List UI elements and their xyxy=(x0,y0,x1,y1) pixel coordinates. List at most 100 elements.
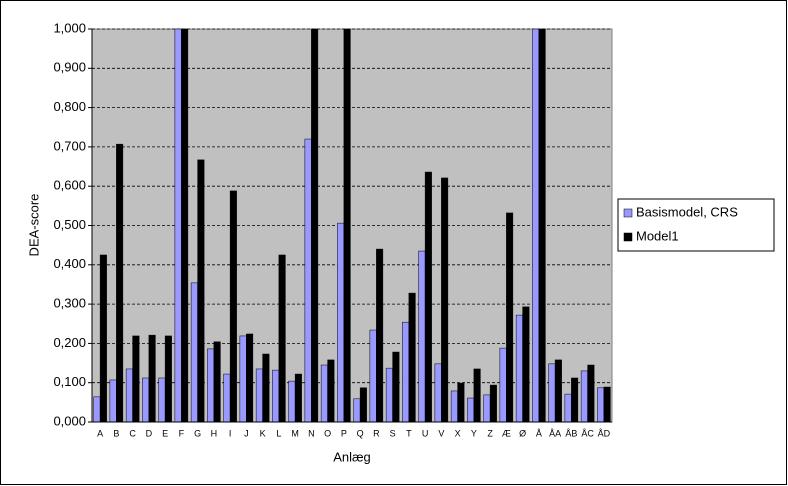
y-tick-label: 0,300 xyxy=(53,296,86,311)
x-tick-label: T xyxy=(406,428,412,438)
y-tick-label: 0,800 xyxy=(53,99,86,114)
x-tick-label: D xyxy=(146,428,153,438)
x-tick-label: ÅA xyxy=(549,428,561,438)
x-tick-label: ÅC xyxy=(581,428,594,438)
bar xyxy=(538,28,546,423)
y-axis-title: DEA-score xyxy=(26,194,41,257)
y-tick-label: 0,000 xyxy=(53,413,86,428)
x-tick-label: A xyxy=(97,428,103,438)
y-tick-label: 0,400 xyxy=(53,256,86,271)
bar xyxy=(164,335,172,423)
bar xyxy=(424,171,432,423)
bar xyxy=(99,254,107,423)
bar xyxy=(554,359,562,423)
bar xyxy=(457,382,465,423)
x-tick-label: ÅD xyxy=(598,428,611,438)
x-tick-label: I xyxy=(229,428,232,438)
bar xyxy=(181,28,189,423)
bar xyxy=(158,377,166,423)
x-tick-label: V xyxy=(438,428,444,438)
bar xyxy=(255,368,263,423)
bar xyxy=(343,28,351,423)
bar xyxy=(125,368,133,423)
bar xyxy=(223,373,231,423)
bar xyxy=(603,386,611,423)
bar xyxy=(288,380,296,423)
bar xyxy=(213,341,221,423)
x-tick-label: F xyxy=(179,428,185,438)
bar xyxy=(148,334,156,423)
bar xyxy=(359,387,367,423)
bar xyxy=(499,347,507,423)
bar xyxy=(174,28,182,423)
bar xyxy=(278,254,286,423)
x-tick-label: B xyxy=(113,428,119,438)
bar xyxy=(392,351,400,423)
y-tick-label: 0,600 xyxy=(53,178,86,193)
y-tick-label: 0,200 xyxy=(53,335,86,350)
bar xyxy=(353,398,361,423)
x-tick-label: P xyxy=(341,428,347,438)
y-tick-label: 0,900 xyxy=(53,60,86,75)
x-tick-label: E xyxy=(162,428,168,438)
bar xyxy=(197,159,205,423)
bar xyxy=(132,335,140,423)
y-tick-label: 0,100 xyxy=(53,374,86,389)
bar xyxy=(522,306,530,423)
bar xyxy=(564,393,572,423)
bar xyxy=(483,394,491,423)
bar xyxy=(408,292,416,423)
bar xyxy=(385,367,393,423)
bar xyxy=(294,373,302,423)
x-tick-label: J xyxy=(244,428,249,438)
bar xyxy=(548,363,556,423)
x-tick-label: K xyxy=(260,428,266,438)
bar xyxy=(376,248,384,423)
bar xyxy=(311,28,319,423)
bar xyxy=(597,387,605,423)
bar xyxy=(207,348,215,423)
bar xyxy=(239,335,247,423)
y-tick-label: 0,500 xyxy=(53,217,86,232)
x-tick-label: Æ xyxy=(502,428,511,438)
bar xyxy=(369,329,377,423)
legend-box xyxy=(617,198,775,252)
bar xyxy=(434,363,442,423)
bar xyxy=(506,212,514,423)
x-tick-label: S xyxy=(390,428,396,438)
x-tick-label: G xyxy=(194,428,201,438)
bar xyxy=(229,190,237,423)
legend-swatch xyxy=(623,208,633,218)
y-tick-label: 0,700 xyxy=(53,138,86,153)
y-tick-label: 1,000 xyxy=(53,20,86,35)
x-tick-label: Å xyxy=(536,428,542,438)
x-tick-label: Z xyxy=(487,428,493,438)
x-axis-title: Anlæg xyxy=(333,449,371,464)
bar xyxy=(93,396,101,423)
bar xyxy=(337,222,345,423)
bar xyxy=(441,177,449,423)
bar xyxy=(571,377,579,423)
bar xyxy=(262,353,270,423)
x-tick-label: O xyxy=(324,428,331,438)
bar xyxy=(402,321,410,423)
x-tick-label: N xyxy=(308,428,315,438)
bar xyxy=(109,379,117,423)
x-tick-label: H xyxy=(211,428,218,438)
bar xyxy=(304,138,312,423)
legend-swatch xyxy=(623,232,633,242)
x-tick-label: Y xyxy=(471,428,477,438)
bar xyxy=(467,397,475,423)
bar xyxy=(246,333,254,423)
x-tick-label: C xyxy=(129,428,136,438)
bar xyxy=(142,377,150,423)
x-tick-label: ÅB xyxy=(565,428,577,438)
x-tick-label: L xyxy=(276,428,281,438)
bar xyxy=(532,28,540,423)
bar xyxy=(515,314,523,423)
x-tick-label: X xyxy=(455,428,461,438)
bar xyxy=(116,143,124,423)
bar xyxy=(450,390,458,423)
bar xyxy=(327,359,335,423)
